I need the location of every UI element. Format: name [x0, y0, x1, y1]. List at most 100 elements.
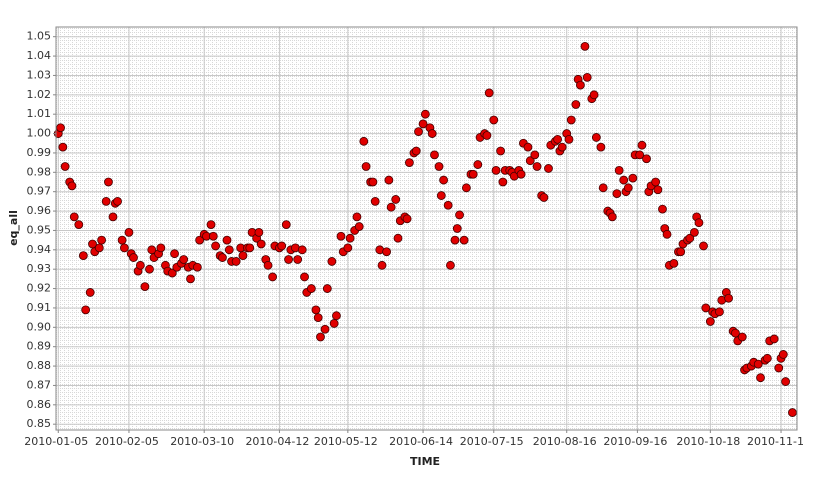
- point: [297, 245, 307, 255]
- point: [461, 183, 471, 193]
- point: [459, 235, 469, 245]
- y-tick-label: 0.87: [27, 378, 52, 391]
- point: [468, 169, 478, 179]
- point: [300, 272, 309, 282]
- point: [354, 222, 364, 231]
- point: [530, 150, 540, 160]
- point: [322, 284, 332, 293]
- x-tick-label: 2010-05-12: [314, 435, 378, 448]
- point: [690, 227, 699, 237]
- point: [281, 220, 291, 230]
- point: [391, 195, 401, 204]
- point: [117, 235, 127, 245]
- point: [778, 350, 788, 359]
- point: [430, 150, 439, 160]
- point: [69, 212, 79, 222]
- point: [94, 243, 104, 253]
- y-tick-label: 0.94: [27, 243, 52, 256]
- point: [455, 210, 464, 220]
- point: [327, 257, 337, 266]
- point: [140, 282, 150, 292]
- point: [368, 177, 378, 187]
- point: [715, 307, 724, 317]
- point: [701, 303, 711, 313]
- point: [450, 235, 460, 245]
- y-tick-label: 0.91: [27, 301, 52, 314]
- point: [145, 264, 154, 274]
- y-tick-label: 0.96: [27, 204, 52, 217]
- point: [473, 160, 483, 169]
- point: [489, 115, 499, 125]
- point: [446, 260, 455, 270]
- point: [653, 185, 663, 195]
- point: [418, 119, 428, 129]
- point: [452, 224, 462, 233]
- point: [598, 183, 608, 193]
- point: [316, 332, 325, 342]
- point: [642, 154, 651, 164]
- point: [211, 241, 221, 251]
- point: [254, 227, 264, 237]
- y-axis-title: eq_all: [7, 210, 20, 246]
- point: [170, 249, 179, 259]
- y-tick-label: 0.95: [27, 223, 52, 236]
- point: [753, 359, 763, 369]
- y-tick-label: 1.05: [27, 30, 52, 43]
- x-tick-label: 2010-01-05: [24, 435, 88, 448]
- point: [284, 255, 293, 264]
- point: [58, 142, 68, 152]
- point: [582, 72, 592, 82]
- point: [85, 288, 95, 297]
- x-tick-label: 2010-07-15: [460, 435, 524, 448]
- point: [268, 272, 278, 282]
- y-tick-label: 1.00: [27, 127, 52, 140]
- point: [676, 247, 686, 257]
- point: [336, 231, 346, 241]
- point: [576, 80, 585, 90]
- point: [591, 133, 601, 142]
- point: [439, 175, 449, 185]
- point: [186, 274, 195, 284]
- point: [67, 181, 77, 191]
- point: [382, 247, 392, 257]
- y-tick-label: 0.93: [27, 262, 52, 275]
- plot-border: [55, 26, 798, 431]
- point: [195, 235, 205, 245]
- point: [619, 175, 629, 185]
- point: [370, 196, 380, 206]
- point: [386, 202, 396, 212]
- point: [129, 253, 138, 262]
- point: [482, 131, 492, 140]
- point: [436, 191, 446, 200]
- point: [484, 88, 494, 98]
- point: [263, 260, 273, 270]
- point: [332, 311, 341, 321]
- point: [78, 251, 88, 261]
- point: [491, 165, 501, 175]
- point: [607, 212, 617, 222]
- point: [498, 177, 508, 187]
- point: [245, 243, 255, 253]
- point: [306, 284, 316, 293]
- point: [523, 142, 533, 152]
- point: [756, 373, 765, 383]
- point: [596, 142, 606, 152]
- point: [104, 177, 113, 187]
- point: [97, 235, 106, 245]
- point: [222, 235, 232, 245]
- point: [113, 196, 122, 206]
- point: [224, 245, 234, 255]
- y-tick-label: 0.98: [27, 165, 52, 178]
- point: [108, 212, 118, 222]
- point: [553, 134, 562, 144]
- y-tick-label: 1.02: [27, 88, 52, 101]
- point: [699, 241, 708, 251]
- point: [179, 255, 189, 264]
- point: [256, 239, 266, 249]
- y-tick-label: 0.99: [27, 146, 52, 159]
- point: [637, 140, 647, 150]
- point: [651, 177, 661, 187]
- x-tick-label: 2010-03-10: [170, 435, 234, 448]
- point: [516, 169, 526, 179]
